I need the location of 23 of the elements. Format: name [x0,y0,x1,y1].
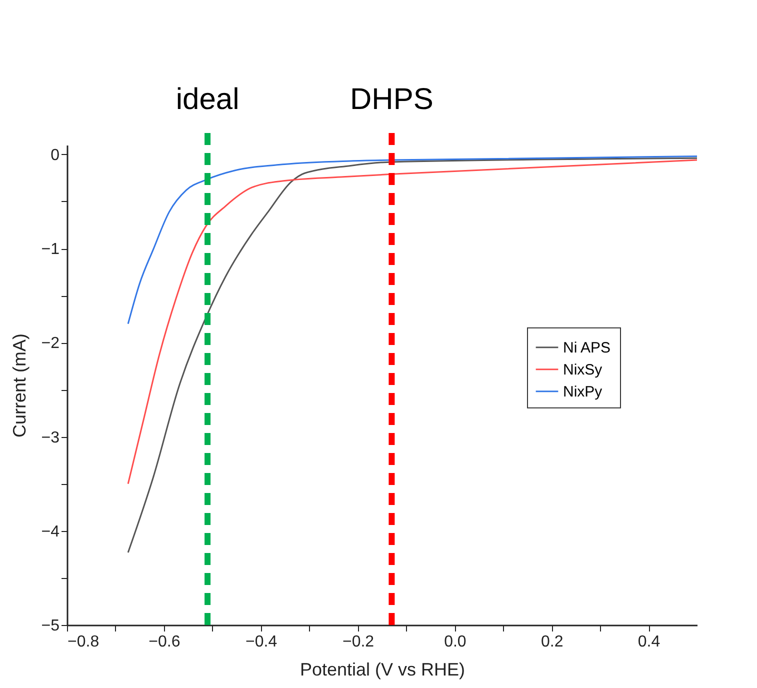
y-axis-title: Current (mA) [9,333,30,438]
legend-label: NixPy [563,383,603,400]
x-tick-label: −0.2 [342,634,374,650]
x-tick-label: −0.4 [246,634,278,650]
y-tick-label: 0 [50,146,60,164]
y-tick-label: −3 [41,429,60,446]
line-series [127,156,697,325]
x-tick-label: 0.0 [444,634,466,650]
x-tick-label: −0.6 [148,634,180,650]
line-series [127,157,697,554]
x-tick-label: 0.4 [638,634,660,650]
x-tick-label: −0.8 [68,634,100,650]
y-tick-label: −1 [41,241,60,258]
ref-line-label: DHPS [350,83,434,116]
y-tick-label: −2 [41,335,60,352]
x-axis-title: Potential (V vs RHE) [300,660,466,680]
ref-line-label: ideal [176,83,240,116]
x-tick-label: 0.2 [540,634,564,650]
y-tick-label: −5 [41,618,60,634]
y-tick-label: −4 [41,523,60,540]
legend-label: Ni APS [563,339,611,356]
legend-label: NixSy [563,361,603,378]
line-series [127,159,697,485]
